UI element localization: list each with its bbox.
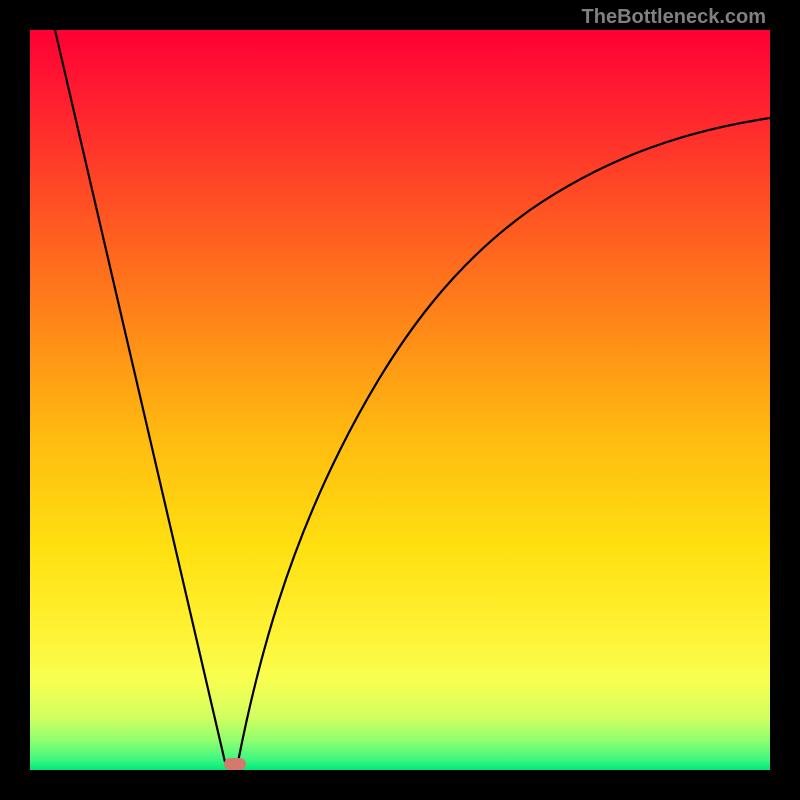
watermark-text: TheBottleneck.com — [582, 6, 766, 29]
chart-frame — [0, 0, 800, 800]
